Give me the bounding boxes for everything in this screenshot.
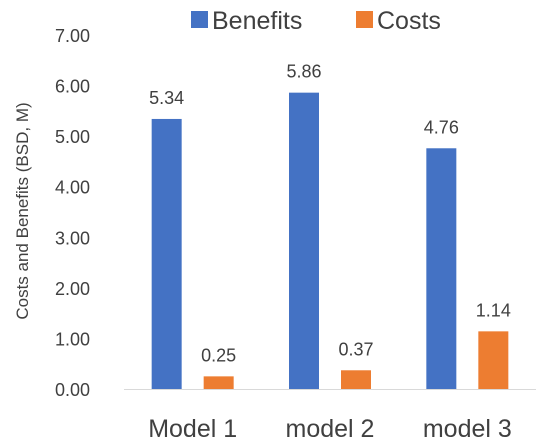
legend-label-costs: Costs bbox=[377, 7, 441, 35]
y-tick-label: 1.00 bbox=[55, 329, 90, 349]
data-label-benefits-model-3: 4.76 bbox=[424, 117, 459, 137]
x-tick-label: Model 1 bbox=[148, 415, 237, 443]
data-label-benefits-model-2: 5.86 bbox=[286, 62, 321, 82]
y-tick-label: 2.00 bbox=[55, 279, 90, 299]
legend-label-benefits: Benefits bbox=[212, 7, 302, 35]
data-label-benefits-model-1: 5.34 bbox=[149, 88, 184, 108]
legend: Benefits Costs bbox=[191, 7, 441, 35]
x-tick-label: model 3 bbox=[423, 415, 512, 443]
x-axis-ticks: Model 1 model 2 model 3 bbox=[148, 415, 512, 443]
legend-swatch-benefits bbox=[191, 11, 208, 28]
bar-costs-model-3 bbox=[478, 331, 509, 389]
data-label-costs-model-3: 1.14 bbox=[476, 300, 511, 320]
y-tick-label: 4.00 bbox=[55, 178, 90, 198]
bar-costs-model-2 bbox=[341, 370, 371, 389]
y-axis-title: Costs and Benefits (BSD, M) bbox=[13, 102, 32, 319]
bar-benefits-model-2 bbox=[289, 92, 319, 389]
data-label-costs-model-1: 0.25 bbox=[201, 345, 236, 365]
y-tick-label: 7.00 bbox=[55, 26, 90, 46]
y-tick-label: 3.00 bbox=[55, 228, 90, 248]
bars bbox=[151, 92, 509, 389]
legend-swatch-costs bbox=[356, 11, 373, 28]
y-tick-label: 6.00 bbox=[55, 77, 90, 97]
y-tick-label: 0.00 bbox=[55, 380, 90, 400]
y-tick-label: 5.00 bbox=[55, 127, 90, 147]
data-labels: 5.34 0.25 5.86 0.37 4.76 1.14 bbox=[149, 62, 511, 366]
x-tick-label: model 2 bbox=[286, 415, 375, 443]
y-axis-ticks: 0.00 1.00 2.00 3.00 4.00 5.00 6.00 7.00 bbox=[55, 26, 90, 400]
data-label-costs-model-2: 0.37 bbox=[338, 339, 373, 359]
bar-costs-model-1 bbox=[203, 376, 234, 389]
bar-benefits-model-3 bbox=[426, 148, 457, 389]
bar-benefits-model-1 bbox=[151, 118, 182, 389]
